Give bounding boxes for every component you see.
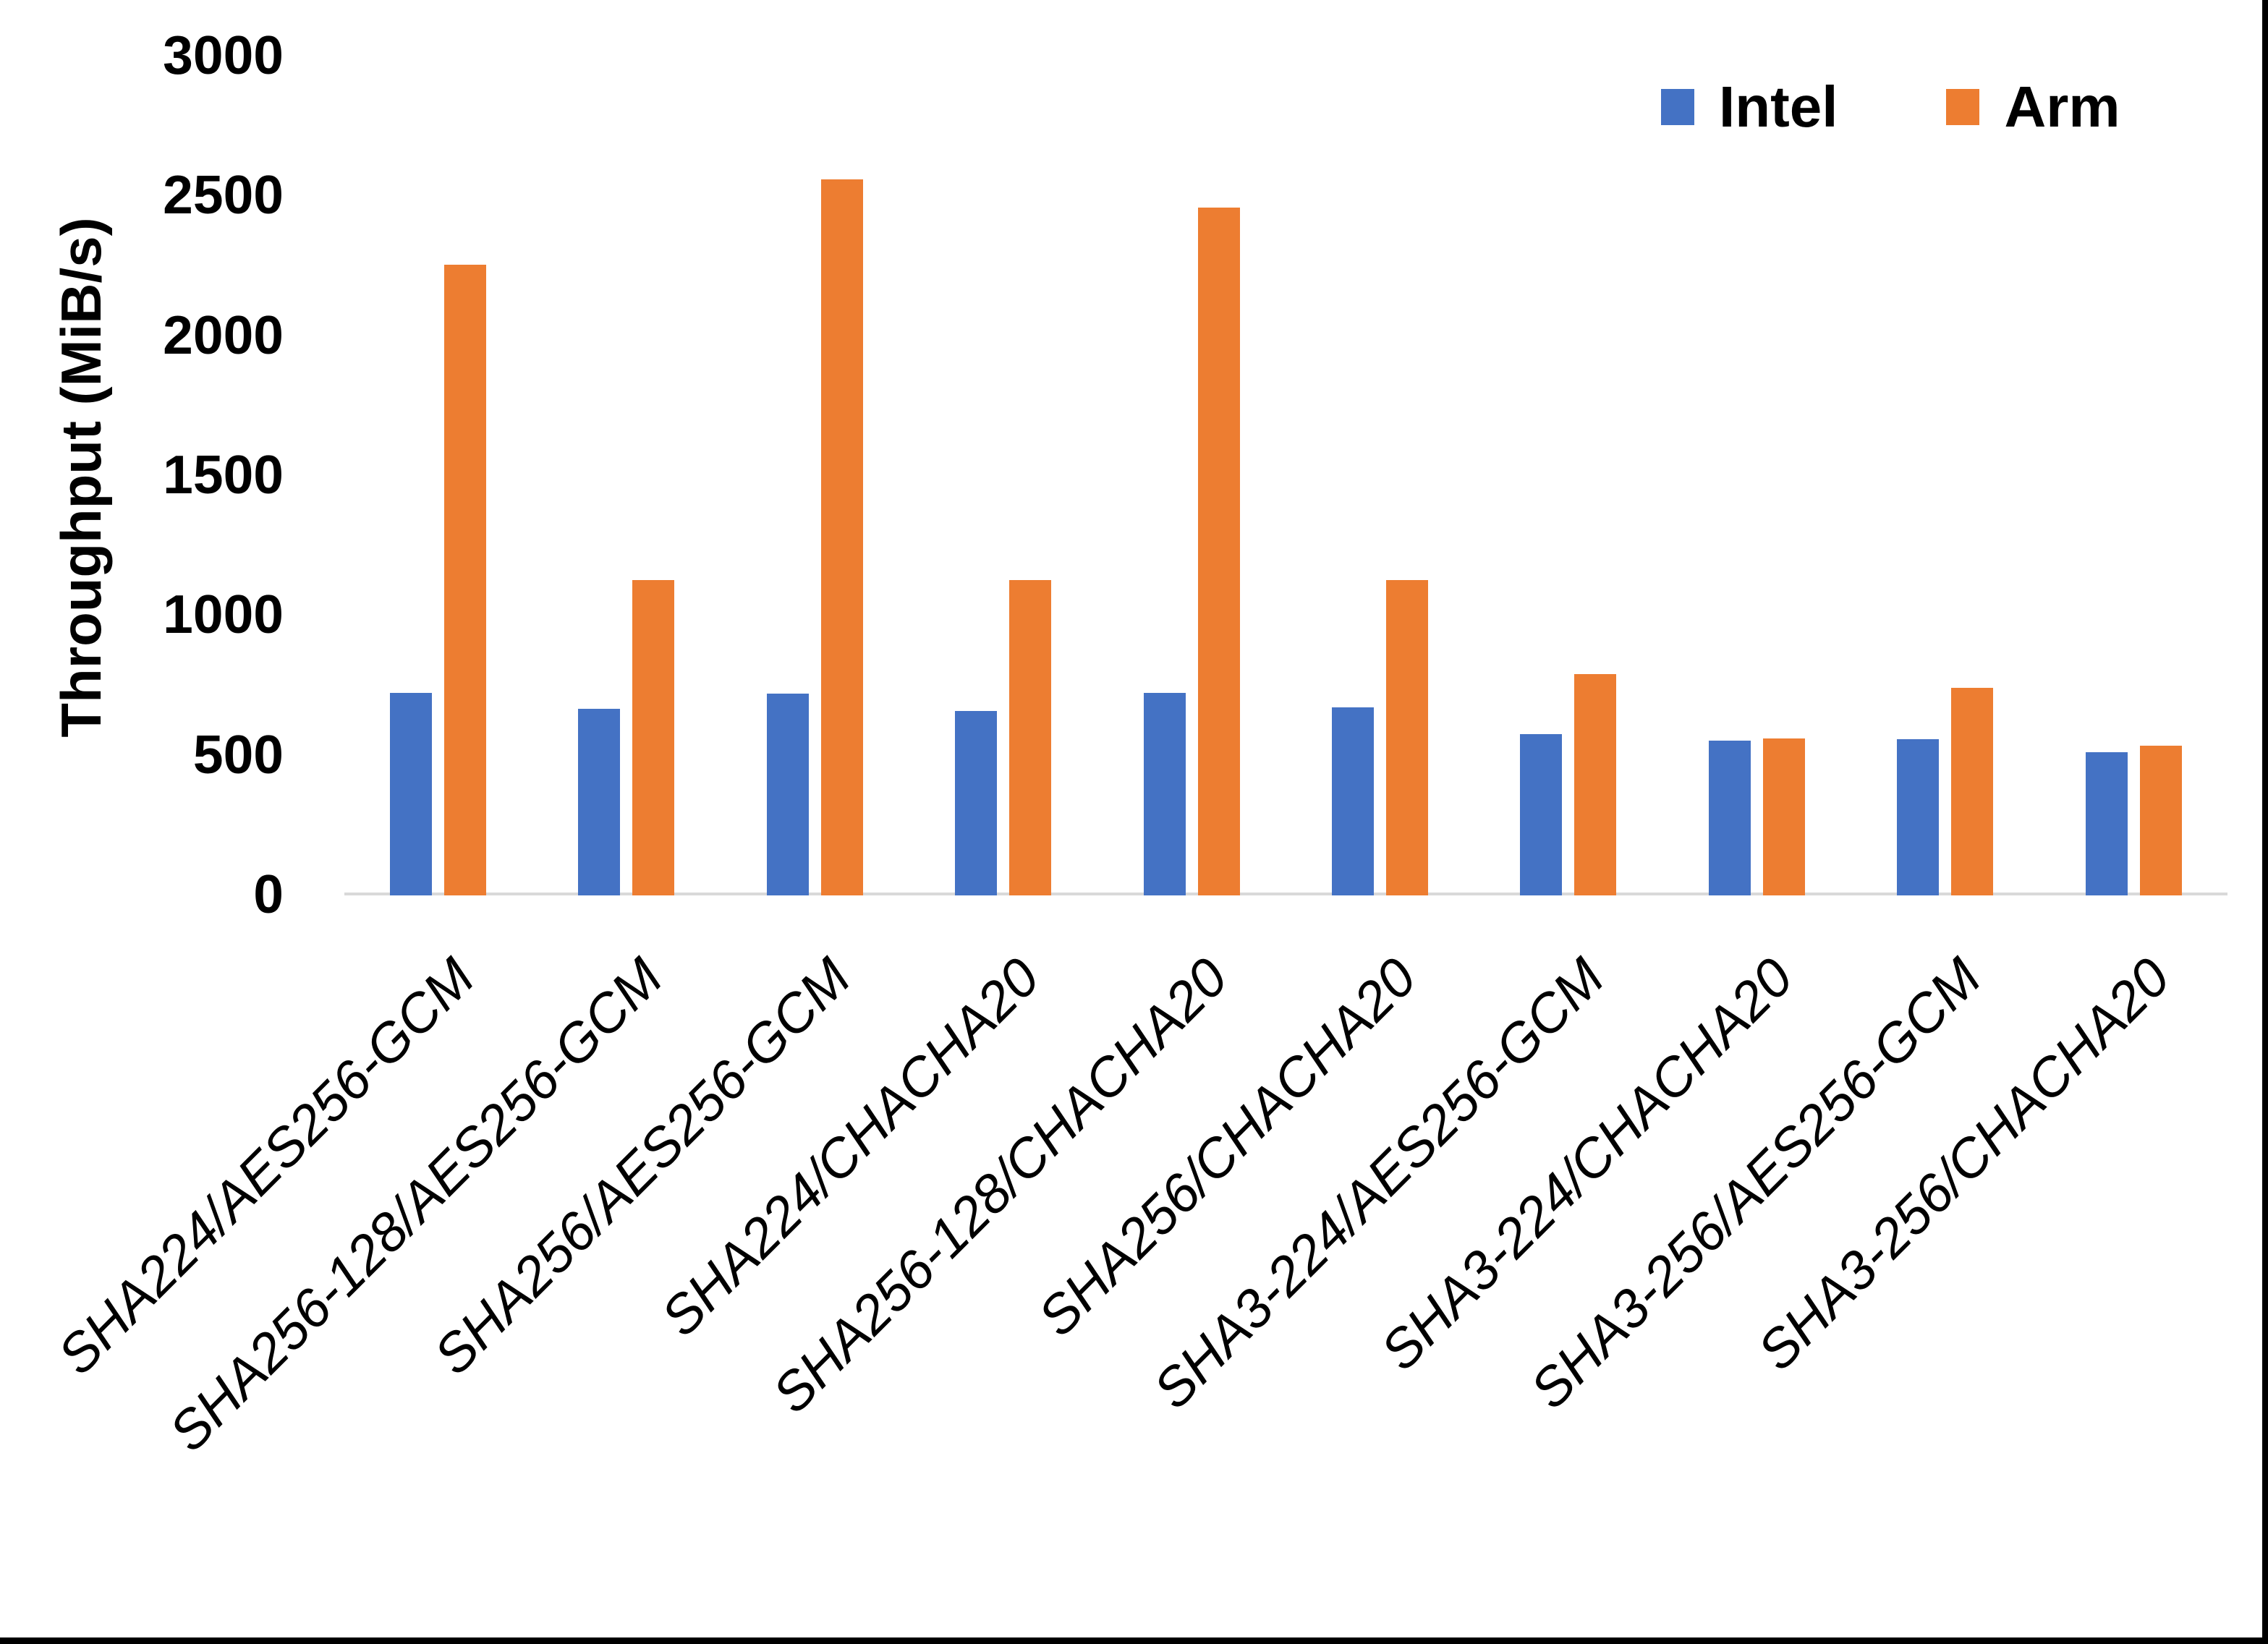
x-category-label-3: SHA224/CHACHA20 [649, 946, 1051, 1348]
bar-arm-6 [1574, 673, 1617, 895]
bar-intel-4 [1143, 692, 1186, 895]
legend-item-arm: Arm [1946, 78, 2120, 136]
bar-arm-4 [1197, 207, 1240, 895]
y-tick-1000: 1000 [163, 584, 284, 645]
y-tick-2500: 2500 [163, 164, 284, 226]
bar-intel-0 [390, 692, 432, 895]
bar-intel-1 [578, 709, 621, 895]
y-tick-2000: 2000 [163, 304, 284, 365]
y-tick-500: 500 [192, 723, 284, 785]
y-tick-0: 0 [253, 864, 284, 924]
bar-arm-3 [1009, 580, 1052, 895]
bar-arm-5 [1386, 580, 1428, 895]
legend-label-arm: Arm [2004, 74, 2120, 139]
y-tick-1500: 1500 [163, 444, 284, 505]
bar-intel-7 [1708, 741, 1751, 895]
x-axis-line [344, 893, 2227, 895]
x-category-label-5: SHA256/CHACHA20 [1026, 946, 1427, 1348]
bar-arm-2 [820, 179, 863, 895]
bar-intel-5 [1332, 707, 1374, 895]
legend-label-intel: Intel [1719, 74, 1838, 139]
bar-intel-2 [766, 693, 809, 895]
bar-intel-6 [1520, 733, 1563, 895]
legend-swatch-intel [1661, 89, 1694, 125]
legend-swatch-arm [1946, 89, 1980, 125]
bar-intel-3 [955, 710, 998, 895]
bar-intel-8 [1897, 739, 1940, 895]
bar-arm-9 [2139, 745, 2182, 895]
bar-arm-0 [444, 265, 486, 895]
bar-arm-7 [1762, 738, 1805, 895]
bar-arm-8 [1951, 688, 1994, 895]
bar-arm-1 [632, 580, 675, 895]
legend-item-intel: Intel [1661, 78, 1838, 136]
legend: Intel Arm [1661, 78, 2120, 136]
bar-intel-9 [2085, 751, 2128, 895]
y-tick-3000: 3000 [163, 25, 284, 85]
